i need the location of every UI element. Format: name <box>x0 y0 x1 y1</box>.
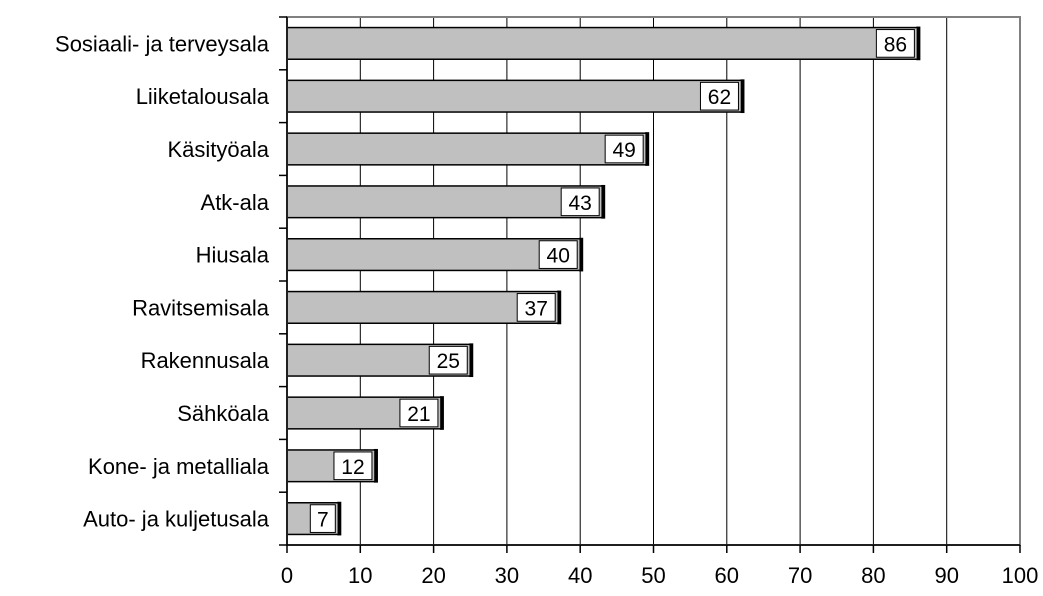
value-label: 49 <box>612 139 635 162</box>
value-label-box <box>428 345 468 375</box>
category-label: Hiusala <box>196 243 270 268</box>
bar-edge <box>645 132 650 166</box>
value-label-box <box>309 504 336 533</box>
value-label: 25 <box>437 350 460 373</box>
bar <box>286 290 559 324</box>
category-label: Rakennusala <box>141 348 270 373</box>
category-label: Sosiaali- ja terveysala <box>55 31 270 56</box>
x-tick-label: 70 <box>788 563 812 588</box>
value-label: 37 <box>525 297 548 320</box>
value-label-box <box>875 29 915 58</box>
axes <box>279 16 1021 553</box>
category-label: Sähköala <box>177 401 270 426</box>
bar-edge <box>469 343 474 378</box>
bar <box>286 132 647 166</box>
x-tick-label: 80 <box>861 563 885 588</box>
x-tick-label: 40 <box>568 563 592 588</box>
category-label: Atk-ala <box>201 190 270 215</box>
value-label-box <box>399 398 439 428</box>
category-label: Kone- ja metalliala <box>88 454 270 479</box>
bar <box>286 79 743 113</box>
x-tick-label: 100 <box>1002 563 1039 588</box>
bar-edge <box>373 448 378 483</box>
x-tick-labels: 0 10 20 30 40 50 60 70 80 90 100 <box>281 563 1038 588</box>
x-tick-label: 30 <box>495 563 519 588</box>
x-tick-label: 10 <box>348 563 372 588</box>
x-tick-label: 50 <box>641 563 665 588</box>
value-label: 7 <box>317 509 329 532</box>
x-tick-label: 20 <box>421 563 445 588</box>
bar <box>286 238 581 272</box>
value-label: 40 <box>547 245 570 268</box>
bar-edge <box>337 501 342 536</box>
bar-edge <box>579 237 584 272</box>
bar-edge <box>740 79 745 114</box>
value-label-box <box>560 187 600 217</box>
value-label-box <box>604 134 644 164</box>
category-label: Käsityöala <box>167 137 269 162</box>
bar <box>286 26 919 60</box>
value-label-box <box>333 451 373 481</box>
bar-edge <box>557 290 562 325</box>
category-label: Ravitsemisala <box>132 295 270 320</box>
bar <box>286 185 603 219</box>
value-labels: 86 62 49 43 40 37 25 21 12 7 <box>309 29 915 533</box>
value-label-box <box>516 293 556 322</box>
value-label-box <box>699 81 739 111</box>
category-labels: Sosiaali- ja terveysala Liiketalousala Käs… <box>55 31 270 531</box>
x-tick-label: 60 <box>715 563 739 588</box>
bar-edge <box>439 396 444 430</box>
category-label: Liiketalousala <box>136 84 270 109</box>
value-label: 43 <box>569 192 592 215</box>
value-label: 62 <box>708 86 731 109</box>
value-label: 12 <box>341 456 364 479</box>
x-tick-label: 0 <box>281 563 293 588</box>
bars <box>286 26 921 536</box>
value-label: 86 <box>884 33 907 56</box>
value-label: 21 <box>407 403 430 426</box>
bar-edge <box>601 184 606 219</box>
category-label: Auto- ja kuljetusala <box>83 507 270 532</box>
x-tick-label: 90 <box>934 563 958 588</box>
bar-edge <box>916 26 921 61</box>
value-label-box <box>538 240 578 269</box>
